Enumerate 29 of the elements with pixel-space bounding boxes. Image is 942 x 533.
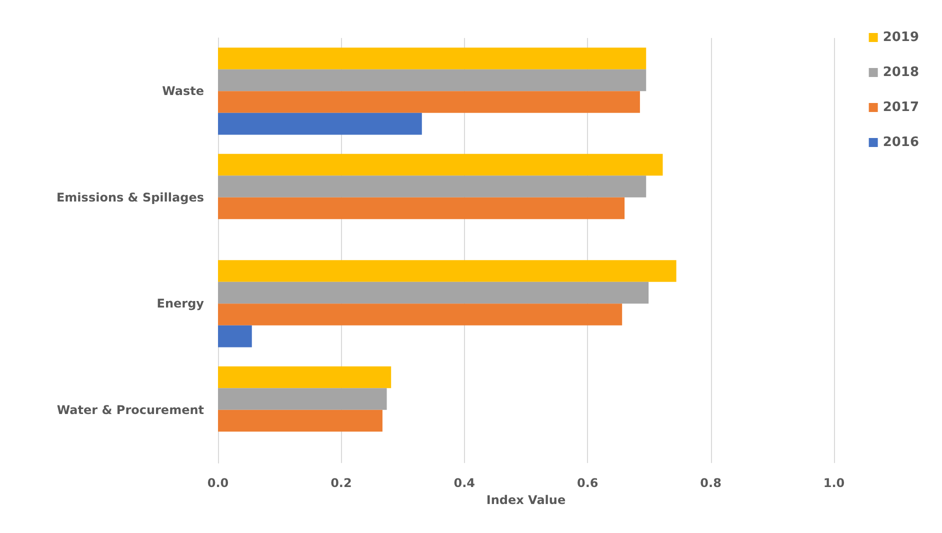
x-tick-label: 0.8 [700,476,722,490]
legend-label: 2017 [882,100,920,115]
legend-label: 2019 [882,30,920,45]
bar [218,325,252,348]
legend-label: 2016 [882,135,920,150]
bar [218,176,646,198]
x-tick-label: 0.6 [576,476,598,490]
y-tick-label: Emissions & Spillages [56,190,204,204]
y-tick-label: Energy [156,296,204,311]
x-tick-label: 0.4 [454,476,476,490]
x-tick-label: 1.0 [823,476,845,490]
y-tick-label: Waste [162,84,204,98]
x-tick-label: 0.2 [330,476,352,490]
bar [218,154,663,176]
bar [218,260,676,282]
bar [218,410,382,432]
bar [218,112,422,135]
y-tick-label: Water & Procurement [56,402,204,417]
bar [218,197,625,220]
bar [218,366,392,388]
x-tick-label: 0.0 [207,476,229,490]
bar [218,69,646,92]
x-axis-title: Index Value [486,492,566,507]
bar [218,304,622,326]
legend-label: 2018 [882,65,920,80]
bar [218,282,649,304]
bar [218,388,387,410]
bar [218,91,640,113]
bar [218,48,646,70]
